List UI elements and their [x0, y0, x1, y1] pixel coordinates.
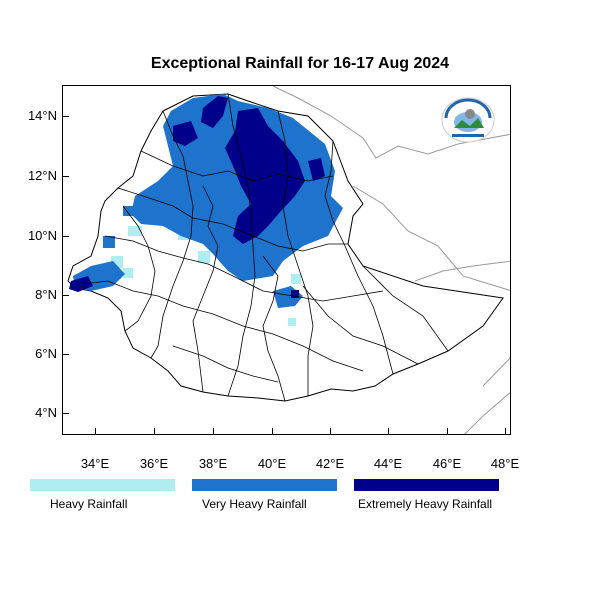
x-tick-label: 34°E	[80, 456, 110, 471]
legend-label-heavy: Heavy Rainfall	[50, 497, 128, 511]
y-tick-label: 4°N	[35, 405, 57, 420]
y-tick	[62, 236, 69, 237]
map-frame	[62, 85, 511, 435]
x-tick	[154, 428, 155, 435]
x-tick-label: 46°E	[432, 456, 462, 471]
x-tick	[388, 428, 389, 435]
legend-label-extremely-heavy: Extremely Heavy Rainfall	[358, 497, 493, 511]
neighbor-boundaries	[272, 86, 510, 434]
y-tick	[62, 116, 69, 117]
x-tick	[505, 428, 506, 435]
x-tick	[272, 428, 273, 435]
legend-swatch-heavy	[30, 479, 175, 491]
rainfall-map	[67, 86, 510, 434]
legend-swatch-extremely-heavy	[354, 479, 499, 491]
x-tick-label: 36°E	[139, 456, 169, 471]
x-tick	[447, 428, 448, 435]
y-tick-label: 8°N	[35, 287, 57, 302]
y-tick	[62, 295, 69, 296]
region-boundaries	[82, 93, 449, 402]
legend-label-very-heavy: Very Heavy Rainfall	[202, 497, 307, 511]
map-title: Exceptional Rainfall for 16-17 Aug 2024	[150, 55, 450, 72]
y-tick	[62, 176, 69, 177]
meteorology-agency-logo	[440, 96, 496, 144]
y-tick-label: 6°N	[35, 346, 57, 361]
y-tick-label: 12°N	[27, 168, 57, 183]
y-tick	[62, 413, 69, 414]
x-tick-label: 44°E	[373, 456, 403, 471]
x-tick	[213, 428, 214, 435]
extremely-heavy-rainfall-areas	[69, 96, 325, 298]
x-tick-label: 48°E	[490, 456, 520, 471]
y-tick	[62, 354, 69, 355]
legend-swatch-very-heavy	[192, 479, 337, 491]
x-tick-label: 38°E	[198, 456, 228, 471]
x-tick	[330, 428, 331, 435]
y-tick-label: 14°N	[27, 108, 57, 123]
y-tick-label: 10°N	[27, 228, 57, 243]
x-tick-label: 40°E	[257, 456, 287, 471]
x-tick	[95, 428, 96, 435]
x-tick-label: 42°E	[315, 456, 345, 471]
